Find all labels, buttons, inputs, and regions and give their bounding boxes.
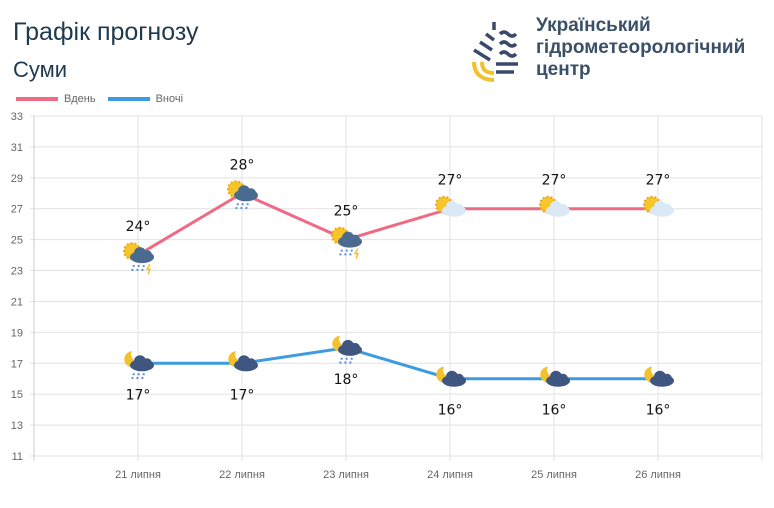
y-tick-label: 29 — [11, 173, 23, 185]
data-label: 28° — [230, 157, 255, 173]
data-label: 16° — [438, 403, 463, 419]
y-tick-label: 27 — [11, 204, 23, 216]
sun-cloud-icon — [539, 195, 570, 217]
page-title: Графік прогнозу — [13, 18, 199, 46]
y-tick-label: 19 — [11, 327, 23, 339]
series-line-day — [137, 191, 658, 257]
cloud-shape — [142, 250, 152, 261]
cloud-shape — [558, 203, 568, 214]
data-label: 18° — [334, 372, 359, 388]
lightning-bolt — [145, 263, 152, 275]
cloud-shape — [142, 358, 152, 369]
x-tick-label: 25 липня — [531, 469, 577, 481]
rain-drop — [136, 372, 140, 380]
data-label: 24° — [126, 219, 151, 235]
rain-drop — [339, 249, 343, 256]
x-tick-label: 26 липня — [635, 469, 681, 481]
y-tick-label: 11 — [12, 451, 23, 463]
chart-legend: Вдень Вночі — [16, 93, 183, 105]
cloud-shape — [246, 358, 256, 369]
rain-drop — [245, 202, 249, 210]
x-tick-label: 21 липня — [115, 469, 161, 481]
rain-drop — [131, 264, 135, 272]
city-name: Суми — [13, 57, 68, 82]
y-tick-label: 21 — [11, 296, 23, 308]
rain-drop — [141, 264, 145, 272]
lightning-bolt — [353, 248, 360, 259]
data-label: 25° — [334, 204, 359, 220]
rain-drop — [136, 264, 140, 272]
legend-day-label[interactable]: Вдень — [64, 93, 96, 105]
y-tick-label: 13 — [11, 420, 23, 432]
y-tick-label: 17 — [11, 358, 23, 370]
x-tick-label: 23 липня — [323, 469, 369, 481]
rain-drop — [240, 202, 244, 210]
rain-drop — [344, 249, 348, 256]
rain-drop — [339, 357, 343, 365]
legend-night-label[interactable]: Вночі — [155, 93, 184, 105]
sun-cloud-icon — [643, 195, 674, 217]
y-tick-label: 31 — [11, 142, 23, 154]
cloud-shape — [454, 203, 464, 214]
rain-drop — [141, 372, 145, 380]
partly-cloudy-rain-thunder-icon — [331, 226, 362, 259]
data-label: 27° — [542, 173, 567, 189]
sun-cloud-icon — [435, 195, 466, 217]
data-label: 17° — [126, 387, 151, 403]
cloud-shape — [662, 203, 672, 214]
rain-drop — [344, 357, 348, 365]
x-tick-label: 24 липня — [427, 469, 473, 481]
data-label: 16° — [646, 403, 671, 419]
cloud-shape — [454, 373, 464, 384]
moon-cloud-icon — [540, 366, 570, 387]
x-tick-label: 22 липня — [219, 469, 265, 481]
rain-drop — [349, 249, 353, 256]
moon-cloud-rain-icon — [124, 351, 154, 380]
series-line-night — [138, 346, 658, 381]
cloud-shape — [350, 234, 360, 245]
partly-cloudy-rain-icon — [227, 180, 258, 210]
moon-cloud-icon — [644, 366, 674, 387]
organization-name: Український гідрометеорологічний центр — [536, 15, 745, 81]
rain-drop — [349, 357, 353, 365]
legend-day-swatch[interactable] — [16, 97, 58, 101]
data-label: 27° — [646, 173, 671, 189]
y-tick-label: 15 — [11, 389, 23, 401]
org-line-3: центр — [536, 59, 591, 80]
partly-cloudy-rain-thunder-icon — [123, 242, 154, 275]
cloud-shape — [350, 342, 360, 353]
y-tick-label: 23 — [11, 266, 23, 278]
moon-cloud-icon — [436, 366, 466, 387]
cloud-shape — [558, 373, 568, 384]
moon-cloud-icon — [228, 351, 258, 372]
y-tick-label: 25 — [11, 235, 23, 247]
data-label: 16° — [542, 403, 567, 419]
data-label: 27° — [438, 173, 463, 189]
rain-drop — [131, 372, 135, 380]
y-tick-label: 33 — [11, 111, 23, 123]
rain-drop — [235, 202, 239, 210]
cloud-shape — [246, 188, 256, 199]
moon-cloud-rain-icon — [332, 335, 362, 365]
ugmc-logo-icon — [472, 22, 518, 82]
org-line-1: Український — [536, 15, 651, 36]
cloud-shape — [662, 373, 672, 384]
legend-night-swatch[interactable] — [107, 97, 150, 101]
org-line-2: гідрометеорологічний — [536, 37, 746, 58]
data-label: 17° — [230, 387, 255, 403]
